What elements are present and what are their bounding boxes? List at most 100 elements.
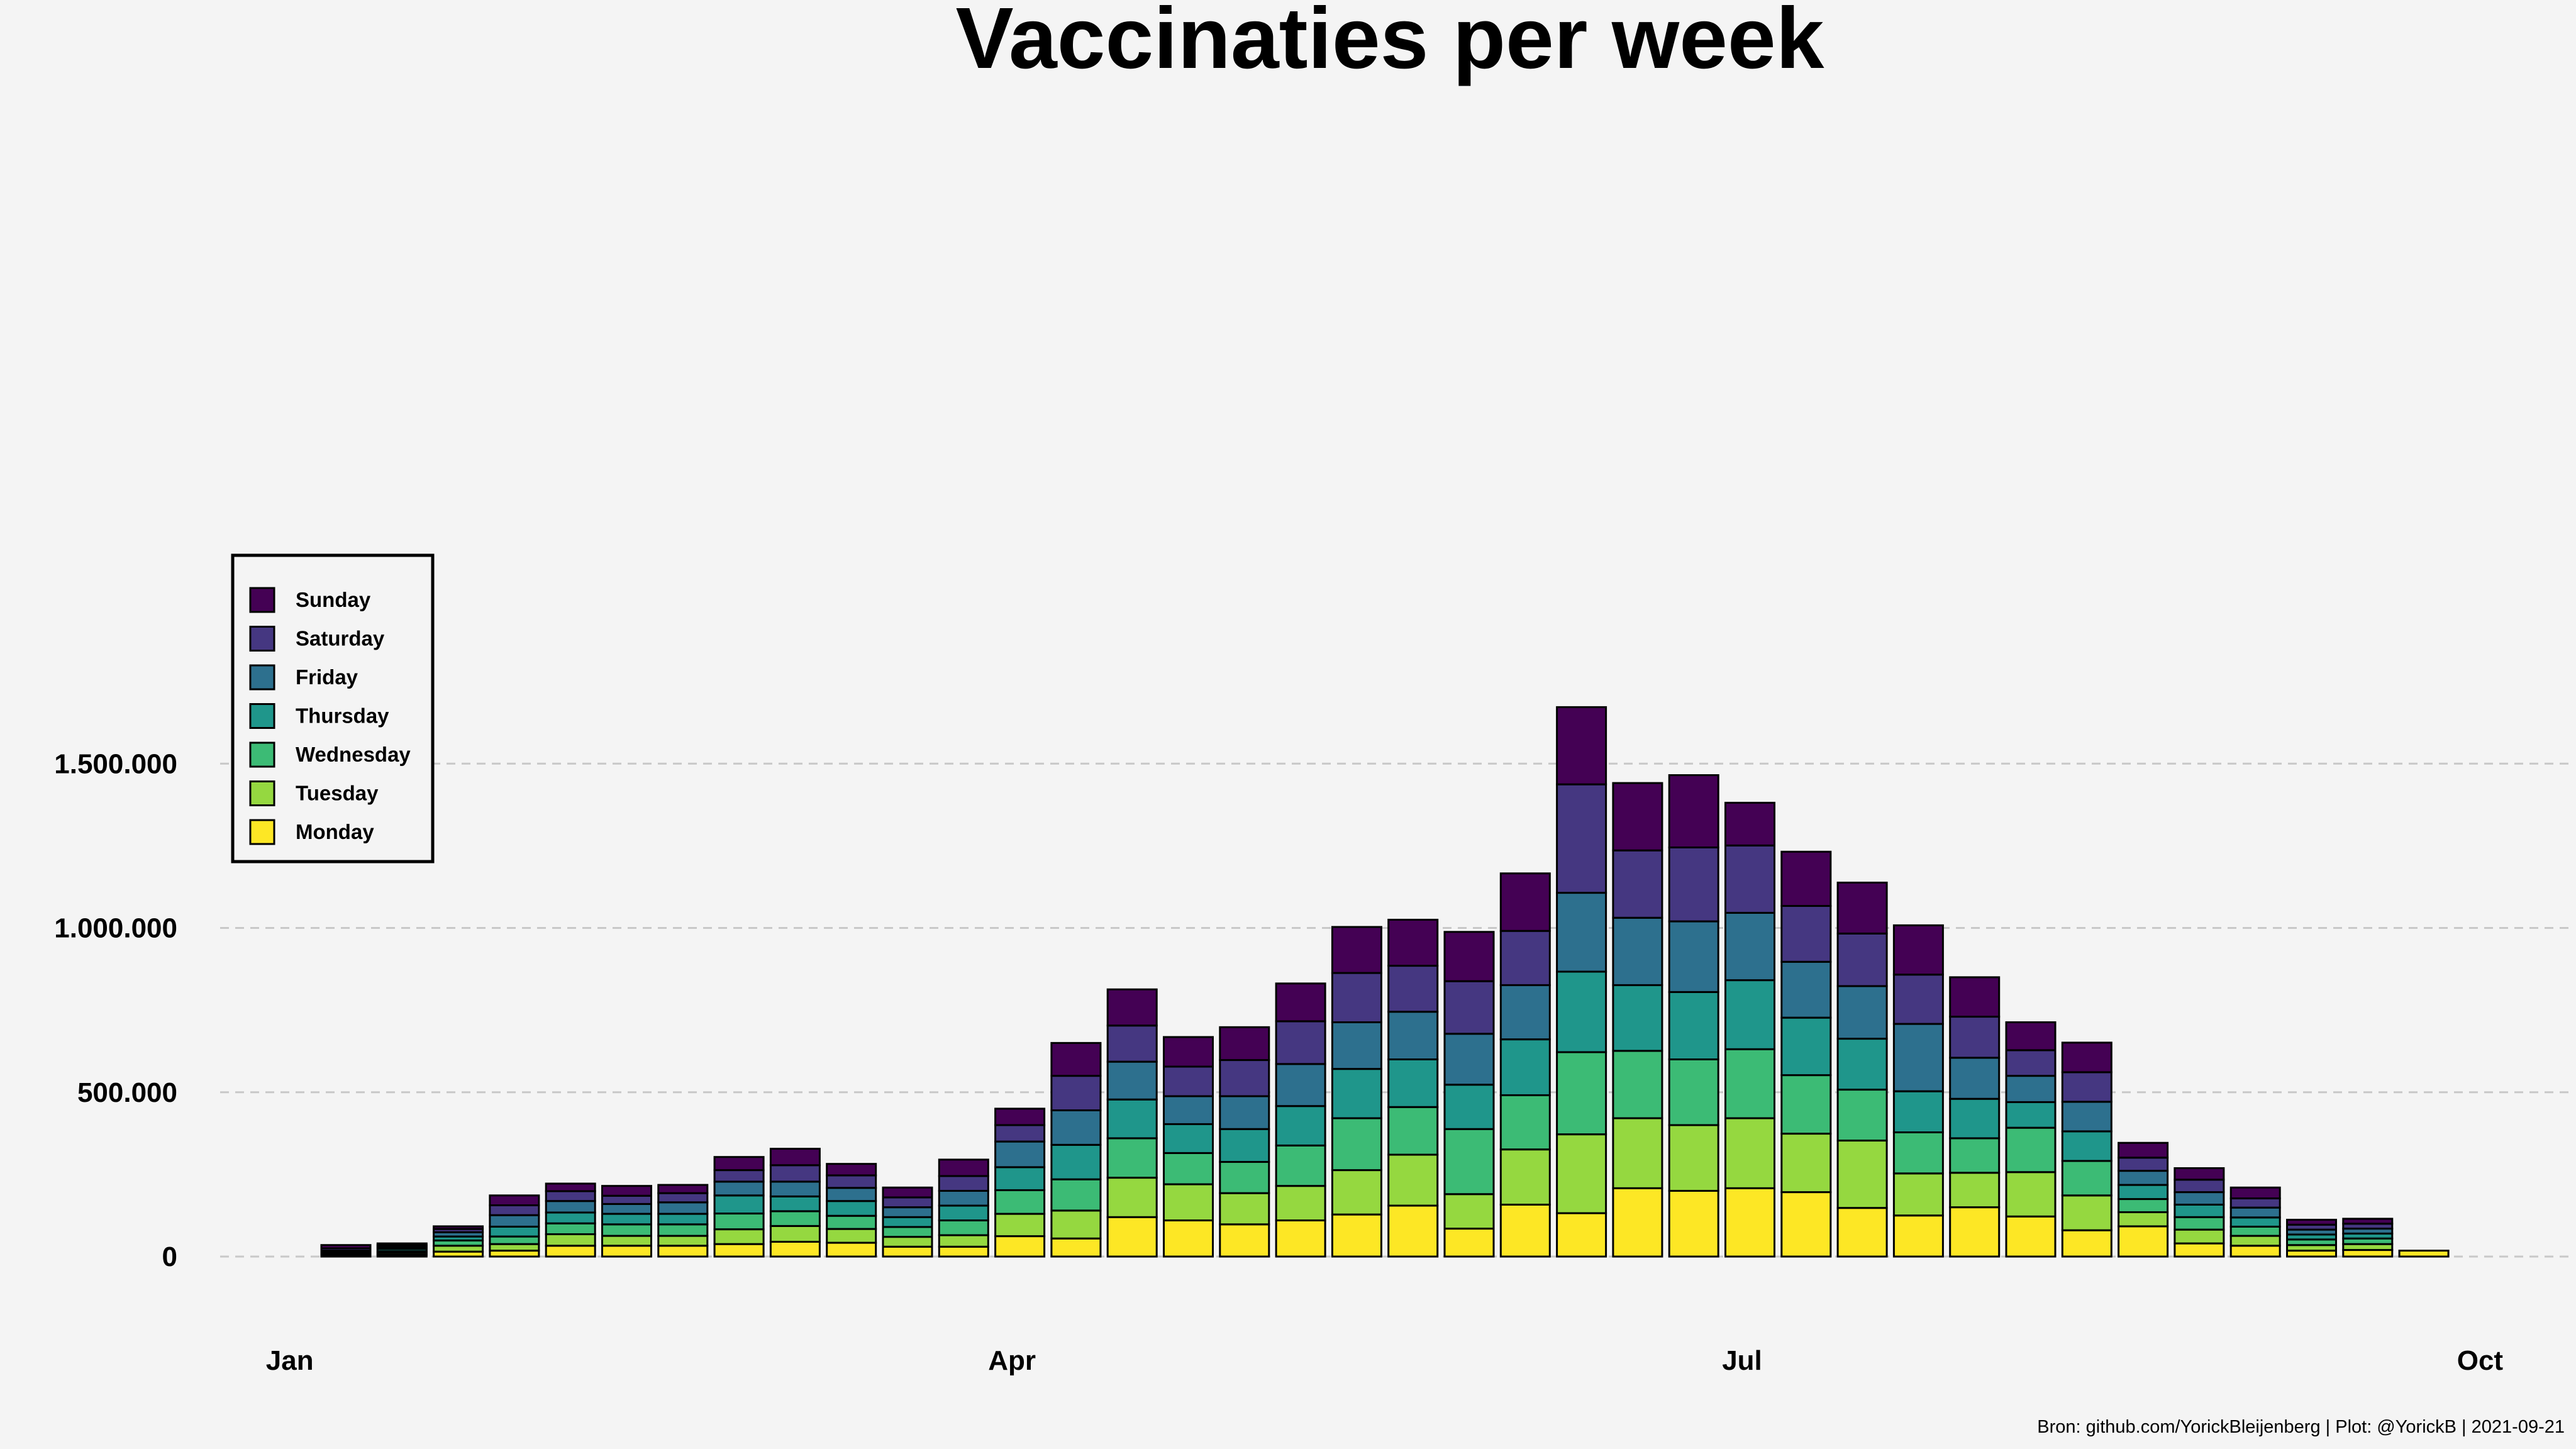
bar-segment-tuesday	[1949, 1172, 2001, 1209]
bar-segment-tuesday	[1443, 1193, 1495, 1230]
bar-segment-wednesday	[1612, 1050, 1663, 1119]
bar-segment-wednesday	[2118, 1198, 2169, 1213]
bar-segment-wednesday	[1106, 1137, 1158, 1179]
bar-segment-saturday	[1556, 783, 1607, 894]
bar-segment-friday	[545, 1200, 596, 1214]
bar-segment-sunday	[1836, 881, 1888, 935]
bar-segment-sunday	[1387, 918, 1439, 967]
bar-segment-sunday	[1556, 706, 1607, 786]
bar-segment-thursday	[2174, 1203, 2225, 1218]
legend-swatch-thursday	[249, 703, 275, 729]
bar-stack-w10	[826, 1163, 877, 1258]
bar-segment-friday	[713, 1180, 765, 1197]
bar-segment-wednesday	[1163, 1152, 1214, 1185]
bar-segment-friday	[489, 1214, 540, 1228]
bar-segment-sunday	[320, 1244, 372, 1250]
legend-label-wednesday: Wednesday	[296, 743, 411, 766]
bar-segment-saturday	[489, 1204, 540, 1216]
bar-stack-w15	[1106, 988, 1158, 1258]
bar-segment-saturday	[1836, 932, 1888, 987]
bar-segment-sunday	[489, 1194, 540, 1206]
bar-segment-sunday	[2286, 1218, 2337, 1226]
bar-segment-monday	[713, 1243, 765, 1258]
bar-stack-w17	[1219, 1026, 1270, 1258]
legend-label-monday: Monday	[296, 820, 374, 843]
bar-segment-saturday	[1219, 1059, 1270, 1097]
bar-segment-sunday	[713, 1156, 765, 1172]
bar-segment-tuesday	[1836, 1140, 1888, 1209]
bar-segment-friday	[2174, 1191, 2225, 1206]
bar-segment-saturday	[769, 1164, 821, 1183]
bar-segment-tuesday	[1612, 1117, 1663, 1189]
bar-segment-thursday	[1612, 984, 1663, 1052]
legend: Sunday Saturday Friday Thursday Wednesday Tue…	[231, 553, 435, 863]
bar-segment-monday	[1780, 1191, 1832, 1258]
bar-segment-saturday	[657, 1192, 709, 1204]
bar-segment-monday	[1499, 1203, 1551, 1258]
bar-segment-friday	[657, 1201, 709, 1215]
bar-segment-wednesday	[826, 1214, 877, 1230]
bar-segment-monday	[994, 1235, 1046, 1258]
bar-segment-tuesday	[2005, 1171, 2057, 1218]
bar-stack-w37	[2342, 1218, 2394, 1258]
bar-segment-thursday	[1387, 1058, 1439, 1108]
bar-segment-friday	[769, 1180, 821, 1197]
bar-stack-w18	[1275, 982, 1326, 1258]
bar-segment-friday	[938, 1190, 989, 1207]
bar-segment-wednesday	[1668, 1058, 1719, 1126]
bar-segment-thursday	[1106, 1098, 1158, 1140]
bar-segment-thursday	[826, 1200, 877, 1217]
bar-segment-wednesday	[1892, 1131, 1944, 1175]
bar-segment-monday	[2342, 1249, 2394, 1258]
bar-segment-saturday	[1612, 849, 1663, 919]
bar-segment-monday	[1892, 1214, 1944, 1258]
bar-stack-w38	[2398, 1250, 2450, 1258]
bar-segment-saturday	[2229, 1197, 2281, 1209]
bar-segment-wednesday	[1331, 1117, 1382, 1172]
bar-segment-sunday	[1724, 801, 1775, 847]
x-tick-label: Oct	[2457, 1345, 2504, 1376]
bar-segment-friday	[1443, 1033, 1495, 1086]
bar-segment-wednesday	[1556, 1051, 1607, 1136]
bar-segment-sunday	[1331, 926, 1382, 974]
bar-segment-saturday	[1949, 1016, 2001, 1059]
bar-segment-thursday	[489, 1225, 540, 1238]
bar-stack-w21	[1443, 931, 1495, 1258]
bar-segment-saturday	[1443, 980, 1495, 1035]
bar-segment-thursday	[1556, 970, 1607, 1053]
bar-segment-thursday	[713, 1194, 765, 1215]
bar-segment-sunday	[938, 1158, 989, 1177]
bar-segment-tuesday	[1106, 1177, 1158, 1218]
bar-segment-sunday	[1668, 774, 1719, 848]
bar-segment-wednesday	[1724, 1048, 1775, 1119]
bar-segment-tuesday	[1387, 1153, 1439, 1207]
bar-segment-saturday	[1106, 1024, 1158, 1063]
bar-stack-w23	[1556, 706, 1607, 1258]
bar-segment-friday	[1387, 1011, 1439, 1061]
bar-segment-sunday	[994, 1108, 1046, 1126]
bar-segment-sunday	[1219, 1026, 1270, 1062]
bar-segment-friday	[1331, 1021, 1382, 1070]
bar-segment-sunday	[2118, 1141, 2169, 1159]
bar-segment-thursday	[1219, 1128, 1270, 1163]
bar-segment-monday	[882, 1245, 933, 1258]
bar-segment-wednesday	[1219, 1161, 1270, 1194]
bar-segment-tuesday	[2118, 1211, 2169, 1228]
bar-segment-tuesday	[1556, 1133, 1607, 1214]
legend-label-thursday: Thursday	[296, 704, 389, 728]
legend-label-saturday: Saturday	[296, 627, 385, 650]
bar-segment-tuesday	[2061, 1194, 2112, 1231]
bar-stack-w16	[1163, 1036, 1214, 1258]
bar-stack-w32	[2061, 1041, 2112, 1258]
bar-segment-thursday	[1331, 1068, 1382, 1119]
bar-segment-friday	[601, 1202, 652, 1215]
bar-segment-wednesday	[1949, 1137, 2001, 1174]
bar-segment-wednesday	[2174, 1216, 2225, 1231]
bar-segment-monday	[826, 1241, 877, 1258]
bar-segment-thursday	[1836, 1038, 1888, 1091]
bar-segment-sunday	[1443, 931, 1495, 982]
bar-stacks	[320, 706, 2450, 1258]
bar-segment-sunday	[657, 1184, 709, 1194]
bar-segment-saturday	[601, 1194, 652, 1205]
bar-segment-thursday	[2061, 1130, 2112, 1162]
